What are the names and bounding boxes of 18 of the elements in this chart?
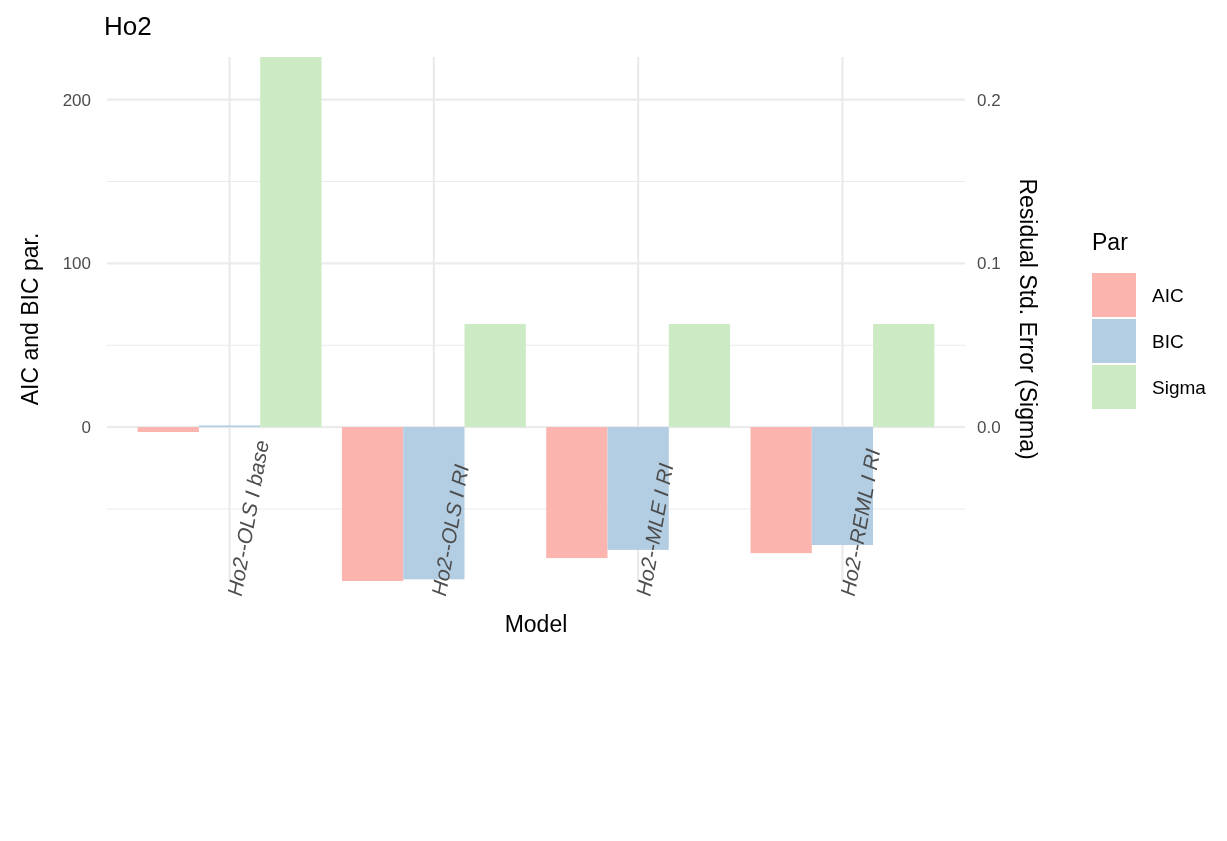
y2-axis-title: Residual Std. Error (Sigma) (1015, 178, 1041, 460)
chart-title: Ho2 (104, 11, 152, 41)
y-axis-title: AIC and BIC par. (17, 232, 43, 406)
x-tick-label: Ho2--OLS I RI (427, 462, 473, 598)
y-tick-label: 100 (62, 254, 91, 274)
legend-title: Par (1092, 229, 1129, 255)
x-tick-label: Ho2--OLS I base (222, 438, 273, 598)
legend-label: BIC (1152, 330, 1184, 352)
y2-tick-label: 0.1 (977, 254, 1001, 274)
legend-label: Sigma (1152, 376, 1207, 398)
y-tick-label: 200 (62, 90, 91, 110)
legend-label: AIC (1152, 284, 1184, 306)
y2-tick-label: 0.0 (977, 418, 1001, 438)
y2-tick-label: 0.2 (977, 90, 1001, 110)
y-tick-label: 0 (81, 418, 91, 438)
x-tick-label: Ho2--MLE I RI (631, 461, 678, 598)
x-tick-label: Ho2--REML I RI (835, 446, 885, 598)
x-axis-title: Model (504, 611, 568, 637)
